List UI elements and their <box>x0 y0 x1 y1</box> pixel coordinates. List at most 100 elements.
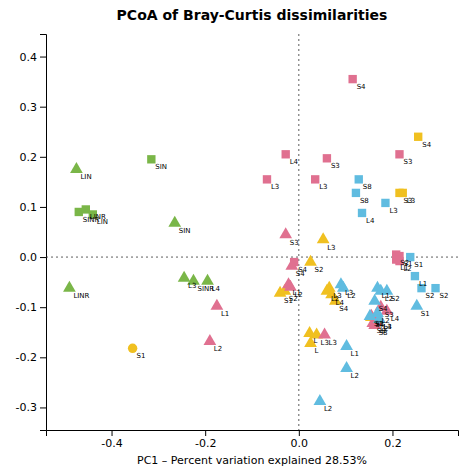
y-tick: -0.1 <box>16 301 46 314</box>
point-label: L3 <box>389 207 397 215</box>
point <box>204 334 217 345</box>
point <box>314 394 327 405</box>
point-label: L4 <box>383 323 392 331</box>
series <box>70 162 83 173</box>
x-tick: -0.2 <box>195 430 216 450</box>
series <box>204 259 299 345</box>
point-label: S1 <box>421 310 430 318</box>
series <box>395 133 422 198</box>
x-tick-label: 0.0 <box>291 437 309 450</box>
title: PCoA of Bray-Curtis dissimilarities <box>117 7 388 23</box>
point-label: S2 <box>440 292 449 300</box>
x-axis-title: PC1 – Percent variation explained 28.53% <box>137 454 367 467</box>
point <box>352 189 360 197</box>
point-label: S3 <box>403 158 412 166</box>
point <box>414 133 422 141</box>
marks <box>46 34 458 430</box>
series <box>75 155 156 219</box>
x-tick: 0.0 <box>291 430 309 450</box>
point <box>178 271 191 282</box>
y-tick: -0.3 <box>16 401 46 414</box>
y-tick-label: 0.3 <box>20 101 38 114</box>
series <box>314 277 394 405</box>
point <box>399 189 407 197</box>
point <box>410 299 423 310</box>
y-axis: -0.3 -0.2 -0.1 0.0 0.1 0.2 0.3 0.4 <box>16 35 47 431</box>
point-label: L4 <box>212 285 221 293</box>
point <box>168 216 181 227</box>
x-tick-label: -0.4 <box>101 437 122 450</box>
y-tick-label: -0.3 <box>16 401 37 414</box>
x-tick-label: 0.2 <box>384 437 402 450</box>
y-tick-mark <box>40 107 46 108</box>
point-label: S4 <box>296 270 305 278</box>
point-label: S2 <box>315 266 324 274</box>
y-tick: -0.2 <box>16 351 46 364</box>
y-tick-mark <box>40 257 46 258</box>
point-label: L3 <box>407 197 415 205</box>
reference-line-x <box>298 34 299 430</box>
point-label: LIN <box>80 173 91 181</box>
y-tick-mark <box>40 357 46 358</box>
point-label: S1 <box>374 320 383 328</box>
series <box>318 327 331 338</box>
point <box>364 309 377 320</box>
series <box>274 232 342 347</box>
point-label: LIN <box>97 218 108 226</box>
series <box>352 175 390 217</box>
point-label: L2 <box>324 405 332 413</box>
y-tick-label: -0.1 <box>16 301 37 314</box>
point <box>323 154 331 162</box>
point-label: L3 <box>319 183 327 191</box>
point-label: L2 <box>294 291 302 299</box>
point <box>323 281 336 292</box>
series <box>63 216 214 292</box>
point-label: L <box>315 347 319 355</box>
point-label: L1 <box>419 280 427 288</box>
y-tick-label: 0.2 <box>20 151 38 164</box>
x-tick: 0.2 <box>384 430 402 450</box>
y-tick-label: -0.2 <box>16 351 37 364</box>
point <box>317 232 330 243</box>
point <box>411 272 419 280</box>
point-label: L1 <box>221 310 229 318</box>
point-label: LINR <box>73 292 89 300</box>
point-label: L <box>314 337 318 345</box>
point-label: L3 <box>329 339 337 347</box>
point <box>63 281 76 292</box>
x-tick-mark <box>112 430 113 436</box>
point <box>340 361 353 372</box>
series <box>311 175 319 183</box>
point-label: S1 <box>137 352 146 360</box>
chart: -0.4 -0.2 0.0 0.2 -0.3 -0.2 -0.1 0.0 0.1 0.2 0.3 0.… <box>0 0 474 474</box>
y-tick-label: 0.4 <box>20 51 38 64</box>
point <box>358 209 366 217</box>
x-tick-mark <box>392 430 393 436</box>
x-axis: -0.4 -0.2 0.0 0.2 <box>47 430 459 450</box>
y-tick-label: 0.0 <box>20 251 38 264</box>
y-axis-line <box>40 35 47 431</box>
point <box>147 155 155 163</box>
point-label: S1 <box>414 261 423 269</box>
x-tick: -0.4 <box>101 430 122 450</box>
point <box>263 175 271 183</box>
x-tick-mark <box>299 430 300 436</box>
point <box>355 175 363 183</box>
point-label: L4 <box>366 217 375 225</box>
point <box>348 75 356 83</box>
point-label: L1 <box>351 350 359 358</box>
point <box>431 284 439 292</box>
x-axis-line <box>47 431 459 437</box>
point-label: L2 <box>347 292 355 300</box>
point-label: L4 <box>290 158 299 166</box>
point <box>368 294 381 305</box>
point <box>304 255 317 266</box>
y-tick-label: 0.1 <box>20 201 38 214</box>
point-label: S8 <box>360 197 369 205</box>
point <box>340 339 353 350</box>
point-label: L2 <box>214 345 222 353</box>
point-label: S2 <box>425 292 434 300</box>
point <box>285 259 298 270</box>
point-label: S8 <box>363 183 372 191</box>
point-label: L3 <box>383 323 391 331</box>
